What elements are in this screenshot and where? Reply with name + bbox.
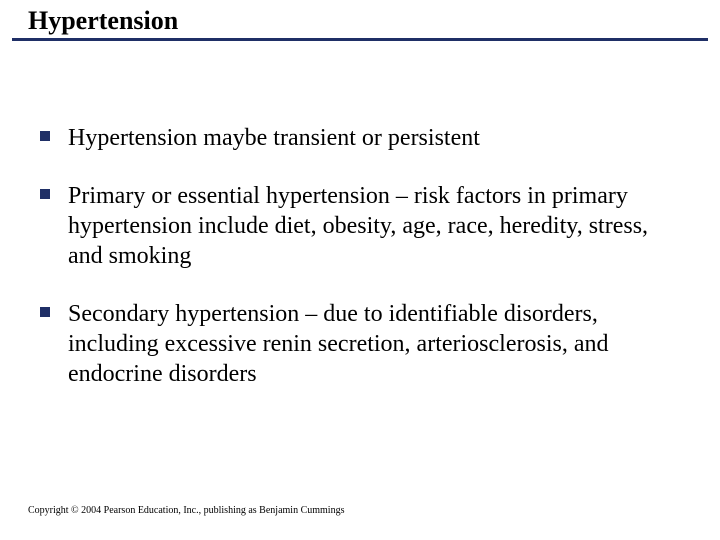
list-item: Primary or essential hypertension – risk…: [40, 181, 680, 271]
slide: Hypertension Hypertension maybe transien…: [0, 0, 720, 540]
bullet-icon: [40, 131, 50, 141]
title-block: Hypertension: [0, 0, 720, 36]
list-item-text: Secondary hypertension – due to identifi…: [68, 301, 608, 387]
bullet-list: Hypertension maybe transient or persiste…: [40, 123, 680, 389]
list-item-text: Primary or essential hypertension – risk…: [68, 183, 648, 269]
list-item: Secondary hypertension – due to identifi…: [40, 299, 680, 389]
copyright-footer: Copyright © 2004 Pearson Education, Inc.…: [28, 505, 344, 516]
bullet-icon: [40, 189, 50, 199]
slide-body: Hypertension maybe transient or persiste…: [0, 41, 720, 389]
slide-title: Hypertension: [28, 6, 720, 36]
list-item-text: Hypertension maybe transient or persiste…: [68, 125, 480, 151]
list-item: Hypertension maybe transient or persiste…: [40, 123, 680, 153]
bullet-icon: [40, 307, 50, 317]
